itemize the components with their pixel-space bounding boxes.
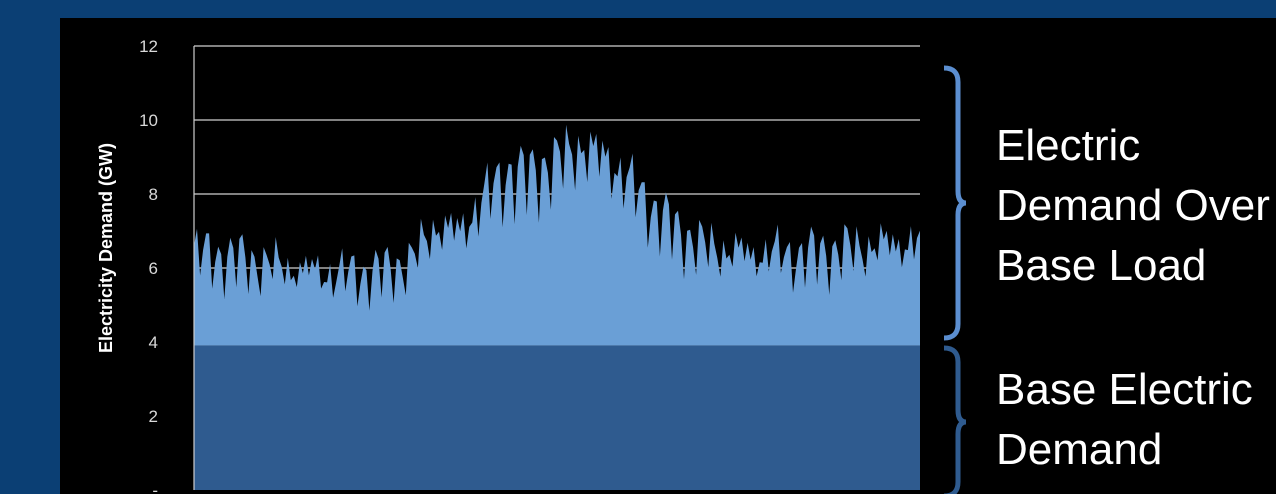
annotation-line-3: Base Load [996, 241, 1207, 290]
y-tick-label: - [152, 481, 158, 494]
annotation-line-4: Base Electric [996, 365, 1253, 414]
base-load-area [194, 345, 920, 490]
y-axis-label: Electricity Demand (GW) [96, 143, 116, 353]
demand-chart: 12 10 8 6 4 2 - Electricity Demand (GW) [96, 37, 967, 494]
upper-bracket [943, 65, 967, 341]
annotation-demand-over-base: Electric Demand Over Base Load [996, 116, 1270, 296]
y-tick-label: 12 [139, 37, 158, 56]
y-tick-label: 6 [149, 259, 158, 278]
y-tick-label: 10 [139, 111, 158, 130]
demand-over-base-area [194, 124, 920, 346]
y-tick-label: 4 [149, 333, 158, 352]
annotation-line-5: Demand [996, 425, 1163, 474]
slide-panel: 12 10 8 6 4 2 - Electricity Demand (GW) Electr… [60, 18, 1276, 494]
annotation-base-demand: Base Electric Demand [996, 360, 1253, 480]
y-tick-label: 2 [149, 407, 158, 426]
lower-bracket [943, 345, 967, 494]
annotation-line-1: Electric [996, 121, 1141, 170]
annotation-line-2: Demand Over [996, 181, 1270, 230]
y-tick-label: 8 [149, 185, 158, 204]
